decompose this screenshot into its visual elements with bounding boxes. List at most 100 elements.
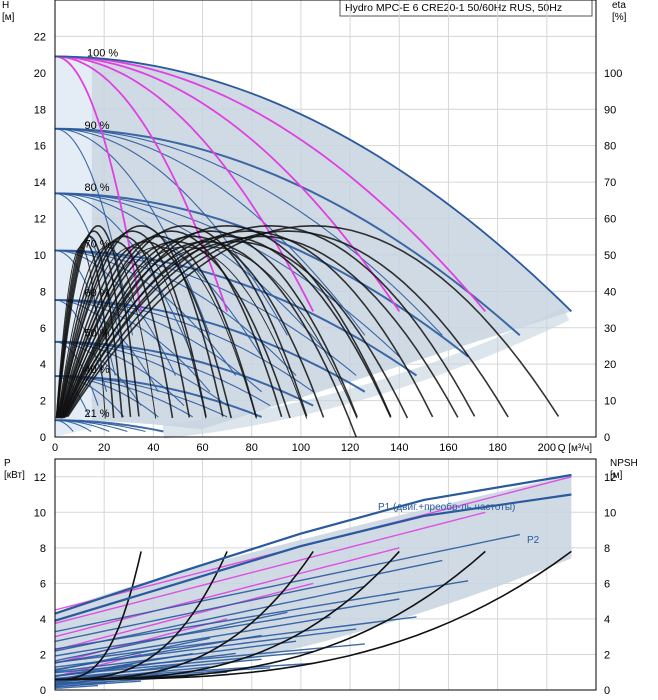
npsh-tick-label: 8	[604, 543, 610, 555]
y-tick-label: 6	[40, 323, 46, 335]
p-axis-label: [кВт]	[4, 470, 25, 481]
npsh-tick-label: 10	[604, 507, 616, 519]
power-curve	[54, 680, 142, 688]
efficiency-curve	[65, 230, 509, 418]
y-tick-label: 16	[34, 141, 46, 153]
chart-title: Hydro MPC-E 6 CRE20-1 50/60Hz RUS, 50Hz	[345, 2, 562, 14]
y-tick-label: 14	[34, 177, 46, 189]
x-tick-label: 200	[538, 442, 556, 454]
y2-tick-label: 40	[604, 286, 616, 298]
speed-curve	[54, 127, 521, 337]
y-tick-label: 8	[40, 286, 46, 298]
p-tick-label: 2	[40, 649, 46, 661]
efficiency-curve	[64, 235, 459, 418]
efficiency-curve	[60, 230, 283, 418]
speed-curve	[54, 128, 366, 336]
efficiency-curve	[59, 235, 258, 418]
p-tick-label: 8	[40, 543, 46, 555]
x-tick-label: 80	[246, 442, 258, 454]
npsh-tick-label: 2	[604, 649, 610, 661]
y2-tick-label: 20	[604, 359, 616, 371]
speed-label: 60 %	[85, 288, 110, 300]
efficiency-curve	[60, 224, 308, 417]
head-chart-panel: 0 20 40 60 80 100 120 140 160 180 200 0 2 4 6 8 10 12 14 16…	[2, 0, 627, 454]
y2-axis-label: [%]	[612, 12, 627, 23]
speed-label: 40 %	[85, 364, 110, 376]
efficiency-curve	[62, 246, 358, 419]
speed-curve	[54, 249, 297, 376]
y-tick-label: 18	[34, 104, 46, 116]
speed-curve	[54, 249, 357, 376]
series-label-p2: P2	[527, 535, 540, 546]
speed-curve	[54, 128, 288, 336]
y-tick-label: 0	[40, 432, 46, 444]
npsh-tick-label: 6	[604, 578, 610, 590]
x-tick-label: 140	[390, 442, 408, 454]
x-tick-label: 180	[488, 442, 506, 454]
y-axis-label: [м]	[2, 12, 15, 23]
power-plot-frame	[54, 458, 597, 691]
x-tick-label: 100	[292, 442, 310, 454]
y-tick-label: 10	[34, 250, 46, 262]
full-speed-curve	[54, 55, 401, 312]
speed-label: 90 %	[85, 120, 110, 132]
y-tick-label: 4	[40, 359, 46, 371]
efficiency-curve	[65, 224, 476, 417]
y-tick-label: 22	[34, 31, 46, 43]
chart-title-box: Hydro MPC-E 6 CRE20-1 50/60Hz RUS, 50Hz	[339, 0, 593, 17]
series-label-p1: P1 (двиг.+преобр-ль частоты)	[378, 501, 515, 513]
power-curve	[54, 580, 469, 650]
p-axis-label: P	[4, 458, 11, 469]
efficiency-curve	[59, 246, 257, 419]
p-tick-label: 12	[34, 472, 46, 484]
y2-tick-label: 50	[604, 250, 616, 262]
x-axis-label: Q [м³/ч]	[558, 443, 593, 454]
power-curve	[54, 643, 365, 674]
y2-tick-label: 10	[604, 396, 616, 408]
x-tick-label: 60	[196, 442, 208, 454]
y-tick-label: 12	[34, 214, 46, 226]
speed-label: 70 %	[85, 238, 110, 250]
y-axis-label: H	[2, 0, 9, 11]
efficiency-curve	[63, 240, 409, 419]
efficiency-curve	[67, 224, 560, 417]
y2-tick-label: 70	[604, 177, 616, 189]
y2-axis-label: eta	[612, 0, 626, 11]
speed-label: 50 %	[85, 328, 110, 340]
npsh-axis-label: [м]	[610, 470, 623, 481]
y2-tick-label: 30	[604, 323, 616, 335]
npsh-tick-label: 12	[604, 472, 616, 484]
power-curve	[54, 582, 314, 651]
y-tick-label: 20	[34, 68, 46, 80]
y-tick-label: 2	[40, 396, 46, 408]
power-curve	[54, 616, 417, 664]
full-speed-curve	[54, 55, 486, 312]
efficiency-curve	[56, 224, 140, 417]
x-tick-label: 160	[439, 442, 457, 454]
x-tick-label: 20	[98, 442, 110, 454]
power-curve	[54, 616, 331, 664]
full-speed-curve	[54, 55, 573, 313]
npsh-tick-label: 4	[604, 614, 610, 626]
efficiency-curve	[58, 240, 232, 419]
y2-tick-label: 60	[604, 214, 616, 226]
efficiency-curve	[57, 246, 157, 419]
speed-curve	[54, 128, 443, 336]
y2-tick-label: 90	[604, 104, 616, 116]
efficiency-curve	[58, 246, 207, 419]
power-chart-panel: P1 (двиг.+преобр-ль частоты)P20246810120…	[4, 458, 638, 697]
y2-tick-label: 80	[604, 141, 616, 153]
series-line-p2	[54, 493, 572, 622]
x-tick-label: 0	[52, 442, 58, 454]
efficiency-curve	[58, 224, 224, 417]
efficiency-curve	[62, 224, 392, 417]
power-curve	[54, 547, 400, 638]
speed-curve	[54, 249, 418, 377]
speed-label: 100 %	[87, 47, 118, 59]
p-tick-label: 6	[40, 578, 46, 590]
speed-label: 21 %	[85, 408, 110, 420]
efficiency-curve	[61, 240, 357, 438]
speed-label: 80 %	[85, 182, 110, 194]
x-tick-label: 120	[341, 442, 359, 454]
